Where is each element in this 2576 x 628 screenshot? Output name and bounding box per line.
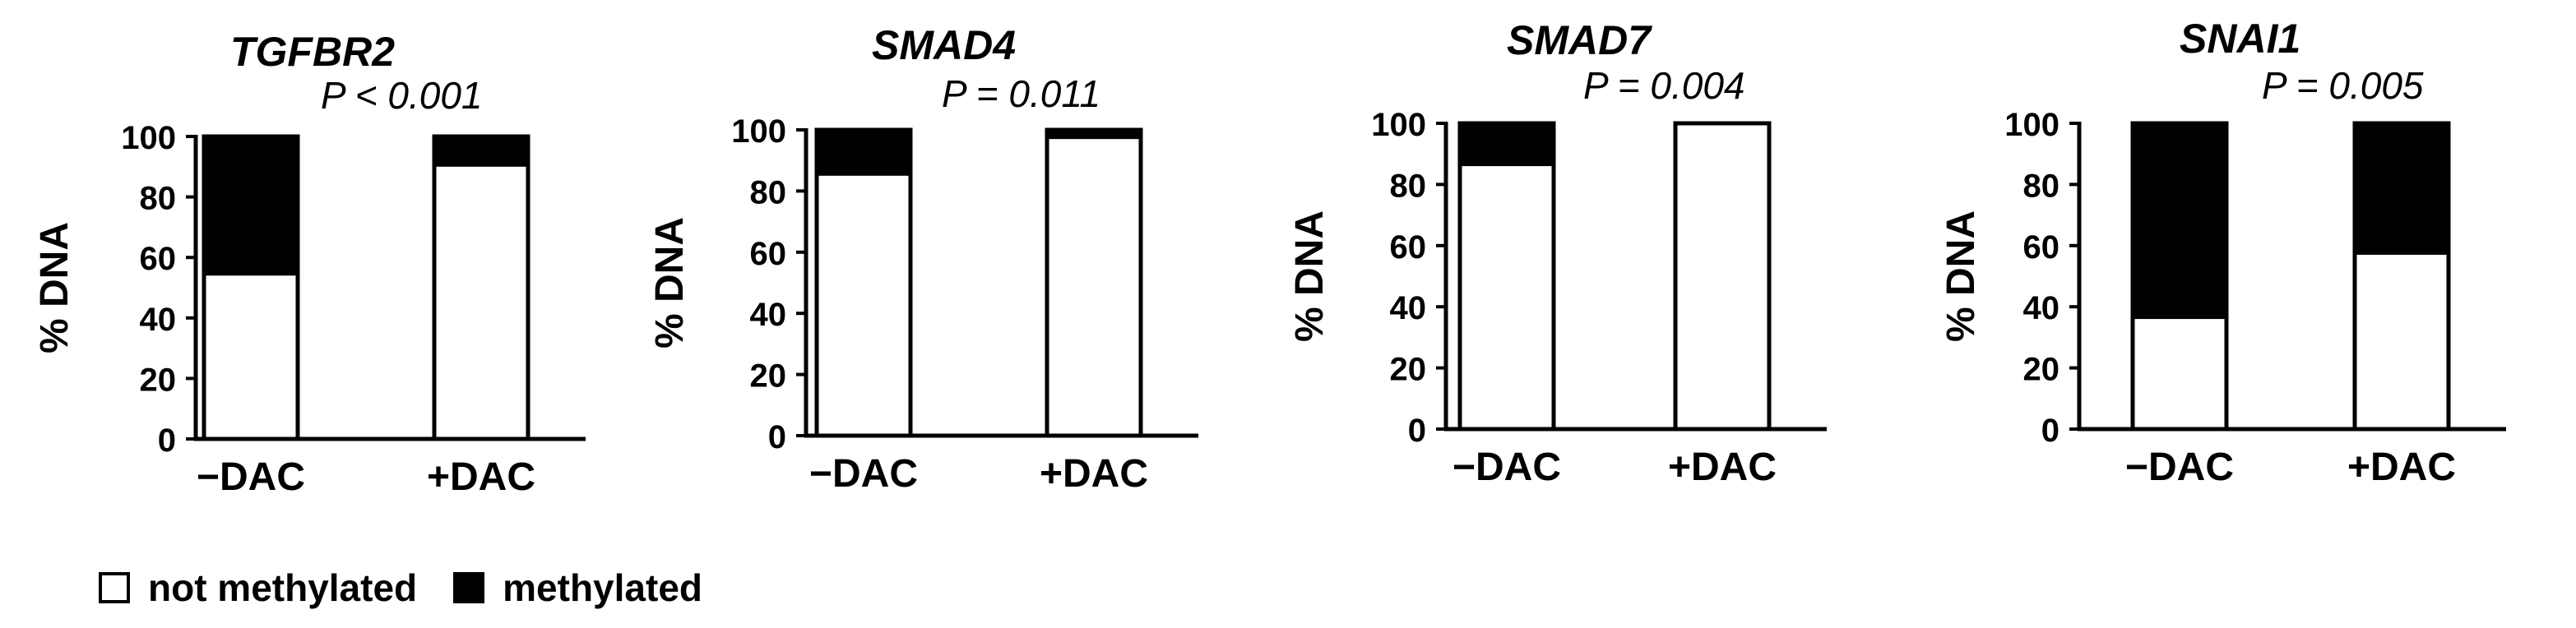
y-tick-label: 40 [750, 297, 787, 333]
legend-label-methylated: methylated [503, 566, 703, 609]
p-value-annotation: P = 0.004 [1583, 64, 1745, 107]
y-tick-label: 80 [140, 181, 177, 217]
y-tick-label: 20 [750, 358, 787, 395]
legend: not methylated methylated [99, 559, 739, 616]
y-tick-label: 0 [158, 423, 176, 459]
bar-segment-not-methylated-plus-dac [1675, 123, 1769, 429]
y-tick-label: 60 [140, 241, 177, 277]
bar-outline [2130, 121, 2229, 432]
y-tick-label: 40 [140, 302, 177, 338]
bar-outline [1673, 121, 1772, 432]
y-tick-label: 60 [2023, 229, 2060, 266]
y-tick-label: 80 [1390, 168, 1427, 204]
x-tick-label: +DAC [427, 455, 535, 499]
y-tick-label: 40 [2023, 290, 2060, 326]
bar-segment-not-methylated-minus-dac [204, 275, 298, 439]
bar-outline [202, 134, 300, 441]
bar-segment-not-methylated-minus-dac [817, 175, 910, 436]
y-tick-label: 100 [1371, 107, 1426, 143]
x-tick-label: +DAC [1668, 446, 1777, 489]
y-tick-label: 40 [1390, 290, 1427, 326]
chart-title: SMAD7 [1507, 17, 1652, 63]
legend-label-not-methylated: not methylated [148, 566, 418, 609]
bar-segment-methylated-minus-dac [1460, 123, 1554, 167]
bar-outline [432, 134, 530, 441]
chart-title: TGFBR2 [230, 29, 395, 75]
bar-segment-not-methylated-plus-dac [1047, 139, 1141, 436]
chart-title: SMAD4 [872, 22, 1016, 68]
y-tick-label: 20 [1390, 352, 1427, 388]
y-tick-label: 0 [768, 419, 786, 455]
bar-segment-not-methylated-plus-dac [434, 166, 528, 440]
y-tick-label: 20 [140, 362, 177, 398]
bar-outline [1045, 127, 1143, 438]
x-tick-label: −DAC [809, 452, 918, 496]
y-tick-label: 100 [731, 113, 786, 150]
y-tick-label: 20 [2023, 352, 2060, 388]
bar-segment-methylated-minus-dac [2133, 123, 2226, 320]
y-tick-label: 80 [2023, 168, 2060, 204]
x-tick-label: +DAC [1040, 452, 1148, 496]
legend-swatch-not-methylated [99, 572, 130, 603]
y-tick-label: 60 [750, 236, 787, 272]
y-tick-label: 100 [121, 120, 176, 156]
bar-outline [2352, 121, 2451, 432]
p-value-annotation: P = 0.011 [942, 72, 1100, 115]
bar-outline [1457, 121, 1556, 432]
y-tick-label: 0 [2041, 413, 2059, 449]
bar-segment-not-methylated-minus-dac [1460, 166, 1554, 429]
x-tick-label: −DAC [2125, 446, 2234, 489]
bar-segment-not-methylated-plus-dac [2355, 254, 2449, 429]
bar-segment-methylated-minus-dac [817, 130, 910, 176]
y-axis-label: % DNA [1939, 210, 1983, 342]
x-tick-label: +DAC [2347, 446, 2456, 489]
bar-segment-methylated-minus-dac [204, 136, 298, 276]
p-value-annotation: P = 0.005 [2262, 64, 2424, 107]
y-tick-label: 60 [1390, 229, 1427, 266]
y-axis-label: % DNA [33, 222, 76, 353]
bar-segment-not-methylated-minus-dac [2133, 319, 2226, 429]
y-axis-label: % DNA [648, 217, 692, 349]
p-value-annotation: P < 0.001 [321, 74, 483, 117]
y-tick-label: 80 [750, 174, 787, 210]
bar-segment-methylated-plus-dac [434, 136, 528, 167]
x-tick-label: −DAC [197, 455, 305, 499]
legend-swatch-methylated [453, 572, 485, 603]
y-tick-label: 100 [2004, 107, 2059, 143]
y-tick-label: 0 [1408, 413, 1426, 449]
bar-outline [814, 127, 913, 438]
bar-segment-methylated-plus-dac [2355, 123, 2449, 255]
y-axis-label: % DNA [1288, 210, 1332, 342]
chart-title: SNAI1 [2180, 16, 2300, 62]
x-tick-label: −DAC [1452, 446, 1561, 489]
bar-segment-methylated-plus-dac [1047, 130, 1141, 140]
